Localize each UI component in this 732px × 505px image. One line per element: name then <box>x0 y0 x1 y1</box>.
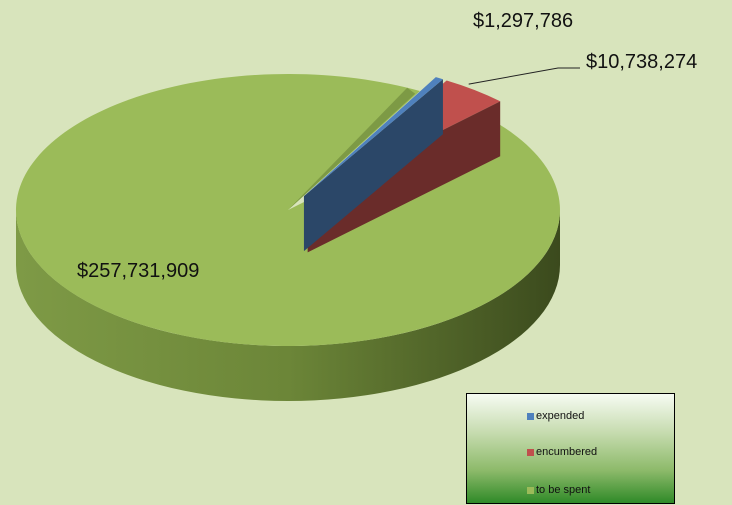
legend-swatch-to-be-spent <box>527 486 534 494</box>
pie-wall-expended <box>303 79 443 252</box>
data-label-encumbered: $10,738,274 <box>586 51 697 73</box>
data-label-to-be-spent: $257,731,909 <box>77 260 199 282</box>
legend-swatch-encumbered <box>527 448 534 456</box>
legend-item-expended: expended <box>527 410 584 422</box>
pie-slice-to-be-spent <box>15 73 560 346</box>
legend-label-to-be-spent: to be spent <box>536 484 591 496</box>
legend-item-to-be-spent: to be spent <box>527 484 590 496</box>
legend-item-encumbered: encumbered <box>527 446 597 458</box>
leader-line-encumbered <box>468 67 580 85</box>
legend-label-expended: expended <box>536 410 585 422</box>
pie-wall-encumbered <box>307 101 501 253</box>
chart-legend: expended encumbered to be spent <box>466 393 675 504</box>
pie-slice-expended <box>303 77 443 197</box>
pie-top-shade <box>288 87 416 210</box>
data-label-expended: $1,297,786 <box>473 10 573 32</box>
legend-label-encumbered: encumbered <box>536 446 598 458</box>
legend-swatch-expended <box>527 412 534 420</box>
pie-side-to-be-spent <box>16 210 560 401</box>
